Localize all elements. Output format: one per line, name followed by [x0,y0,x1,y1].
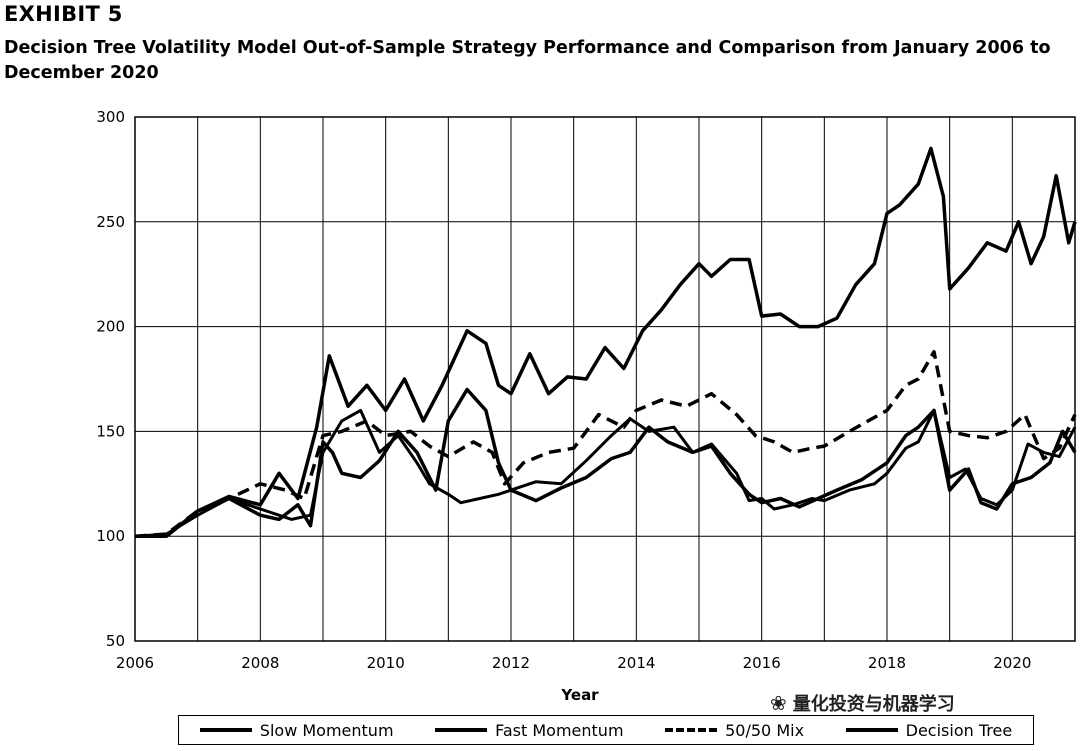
y-tick-label: 150 [96,422,125,440]
legend-label: Decision Tree [905,720,1013,740]
legend-label: Fast Momentum [495,720,624,740]
plot-frame [134,116,1076,642]
x-tick-label: 2016 [743,654,781,672]
x-tick-label: 2012 [492,654,530,672]
x-axis-label: Year [560,686,599,700]
x-tick-label: 2020 [993,654,1031,672]
legend-swatch [845,728,898,732]
series-line-decision-tree [135,146,1077,538]
exhibit-label: EXHIBIT 5 [4,2,123,26]
y-tick-label: 300 [96,108,125,126]
legend-label: 50/50 Mix [725,720,805,740]
wechat-icon: ❀ [770,691,787,715]
legend-label: Slow Momentum [259,720,394,740]
x-tick-label: 2010 [367,654,405,672]
legend-swatch [435,728,488,732]
x-tick-label: 2006 [116,654,154,672]
series-line-slow-momentum [134,408,1077,538]
tick-labels: 50 100 150 200 250 300 2006 2008 2010 2012 2014 201… [96,108,1031,672]
series-line-50-50-mix [134,350,1077,538]
chart-legend: Slow Momentum Fast Momentum 50/50 Mix De… [178,715,1034,745]
y-tick-label: 250 [96,213,125,231]
line-chart: 50 100 150 200 250 300 2006 2008 2010 2012 2014 201… [96,108,1077,700]
x-tick-label: 2018 [868,654,906,672]
x-tick-label: 2008 [241,654,279,672]
grid-lines [135,117,1075,641]
chart-subtitle: Decision Tree Volatility Model Out-of-Sa… [4,38,1051,83]
legend-swatch [199,728,252,732]
y-tick-label: 100 [96,527,125,545]
watermark-text: 量化投资与机器学习 [792,694,955,715]
watermark: ❀ 量化投资与机器学习 [770,690,955,716]
legend-item-fast-momentum: Fast Momentum [435,720,624,740]
y-tick-label: 50 [106,632,125,650]
series-line-fast-momentum [135,387,1077,538]
legend-swatch [665,728,718,732]
series-lines [134,146,1077,538]
y-tick-label: 200 [96,318,125,336]
legend-item-slow-momentum: Slow Momentum [199,720,394,740]
legend-item-50-50-mix: 50/50 Mix [665,721,804,740]
legend-item-decision-tree: Decision Tree [845,720,1013,740]
x-tick-label: 2014 [617,654,655,672]
